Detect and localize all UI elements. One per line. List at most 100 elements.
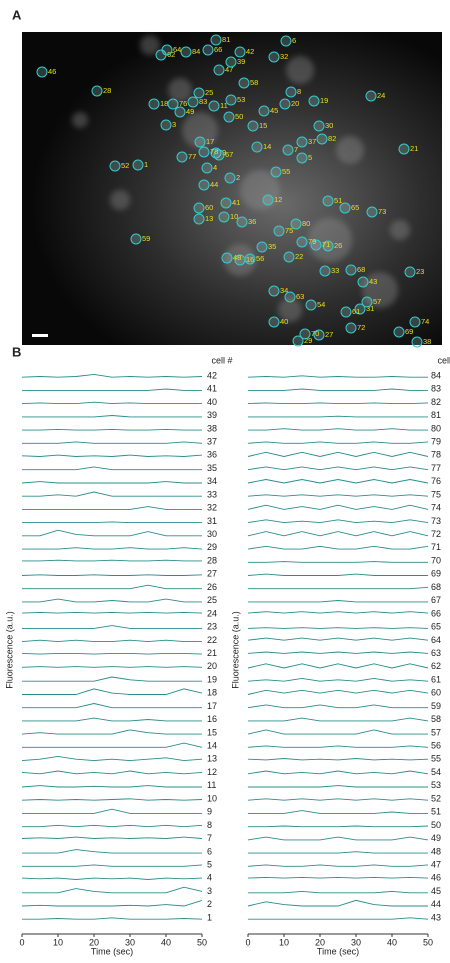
cell-outline	[308, 95, 320, 107]
cell-number: 20	[207, 661, 217, 671]
cell-label: 79	[308, 237, 316, 246]
cell-number: 84	[431, 370, 441, 380]
cell-outline	[244, 253, 256, 265]
x-tick-label: 0	[245, 937, 250, 947]
trace	[247, 770, 429, 775]
cell-label: 18	[160, 99, 168, 108]
cell-label: 29	[304, 336, 312, 345]
trace	[247, 627, 429, 629]
cell-number: 32	[207, 503, 217, 513]
cell-outline	[361, 296, 373, 308]
trace	[22, 529, 202, 537]
trace	[22, 864, 203, 867]
cell-label: 28	[103, 86, 111, 95]
trace	[248, 810, 428, 814]
cell-number: 81	[431, 410, 441, 420]
cell-outline	[225, 56, 237, 68]
tissue-blob	[278, 298, 302, 322]
cell-number: 29	[207, 542, 217, 552]
trace	[21, 574, 203, 576]
cell-label: 38	[423, 337, 431, 346]
trace	[22, 703, 202, 709]
cell-outline	[210, 34, 222, 46]
tissue-blob	[308, 218, 352, 262]
trace	[247, 451, 429, 457]
cell-label: 20	[291, 99, 299, 108]
cell-label: 72	[357, 323, 365, 332]
cell-number: 9	[207, 807, 212, 817]
trace	[247, 504, 429, 510]
trace	[22, 917, 203, 920]
trace	[21, 652, 203, 655]
cell-number: 51	[431, 807, 441, 817]
cell-number: 79	[431, 436, 441, 446]
trace	[248, 600, 428, 603]
trace	[21, 877, 203, 880]
x-tick-label: 30	[125, 937, 135, 947]
cell-number: 41	[207, 384, 217, 394]
cell-label: 74	[421, 317, 429, 326]
trace	[22, 676, 202, 682]
cell-label: 81	[222, 35, 230, 44]
cell-label: 47	[225, 65, 233, 74]
x-tick-label: 10	[279, 937, 289, 947]
cell-number: 76	[431, 476, 441, 486]
cell-label: 35	[268, 242, 276, 251]
trace	[22, 388, 202, 391]
cell-number: 7	[207, 833, 212, 843]
cell-outline	[296, 236, 308, 248]
cell-outline	[279, 98, 291, 110]
trace	[22, 808, 202, 814]
cell-label: 69	[405, 327, 413, 336]
cell-number: 55	[431, 754, 441, 764]
cell-label: 65	[351, 203, 359, 212]
trace	[22, 547, 203, 550]
cell-outline	[256, 241, 268, 253]
trace	[248, 825, 429, 828]
cell-outline	[132, 159, 144, 171]
cell-label: 21	[410, 144, 418, 153]
cell-outline	[213, 149, 225, 161]
trace	[247, 758, 429, 761]
cell-outline	[270, 166, 282, 178]
trace	[21, 481, 202, 484]
cell-outline	[198, 179, 210, 191]
trace	[248, 890, 428, 894]
trace	[21, 401, 202, 405]
cell-outline	[176, 151, 188, 163]
cell-number: 40	[207, 397, 217, 407]
cell-number: 22	[207, 635, 217, 645]
trace	[247, 864, 429, 867]
cell-outline	[357, 276, 369, 288]
cell-label: 56	[256, 254, 264, 263]
trace	[21, 666, 203, 668]
cell-number: 45	[431, 886, 441, 896]
trace	[247, 899, 428, 907]
cell-label: 27	[325, 330, 333, 339]
cell-number: 67	[431, 595, 441, 605]
cell-outline	[247, 120, 259, 132]
trace	[247, 798, 429, 801]
cell-label: 44	[210, 180, 218, 189]
cell-outline	[296, 152, 308, 164]
cell-number: 26	[207, 582, 217, 592]
cell-label: 32	[280, 52, 288, 61]
cell-label: 58	[250, 78, 258, 87]
cell-number: 37	[207, 436, 217, 446]
x-tick-label: 0	[19, 937, 24, 947]
cell-label: 71	[322, 240, 330, 249]
trace	[248, 388, 428, 391]
tissue-blob	[286, 56, 314, 84]
tissue-blob	[182, 112, 218, 148]
cell-number: 19	[207, 674, 217, 684]
trace	[248, 561, 428, 563]
cell-number: 4	[207, 873, 212, 883]
cell-outline	[148, 98, 160, 110]
trace	[21, 836, 203, 839]
tissue-blob	[168, 78, 192, 102]
trace	[21, 899, 203, 907]
cell-outline	[268, 51, 280, 63]
x-tick-label: 40	[387, 937, 397, 947]
cell-label: 30	[325, 121, 333, 130]
cell-number: 46	[431, 873, 441, 883]
